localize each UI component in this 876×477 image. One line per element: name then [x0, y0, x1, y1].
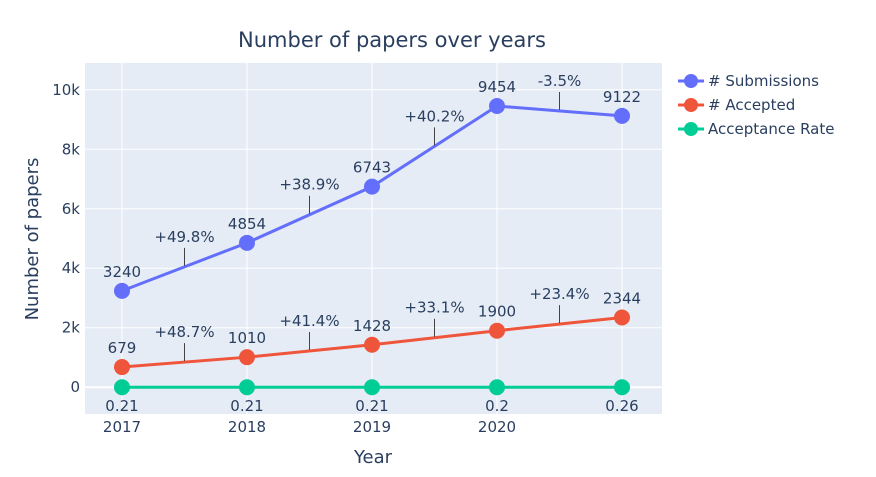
value-label: 1428: [353, 317, 391, 335]
y-tick-label: 6k: [62, 200, 81, 218]
value-label: 0.21: [105, 397, 138, 415]
change-annotation: +48.7%: [154, 323, 214, 341]
legend-marker: [684, 74, 698, 88]
data-point[interactable]: [489, 98, 505, 115]
value-label: 1900: [478, 303, 516, 321]
data-point[interactable]: [114, 359, 130, 376]
change-annotation: -3.5%: [538, 72, 582, 90]
change-annotation: +40.2%: [404, 107, 464, 125]
legend-marker: [684, 98, 698, 112]
change-annotation: +38.9%: [279, 176, 339, 194]
x-tick-label: 2017: [103, 418, 141, 436]
data-point[interactable]: [114, 379, 130, 396]
data-point[interactable]: [239, 379, 255, 396]
x-tick-label: 2019: [353, 418, 391, 436]
value-label: 679: [108, 339, 137, 357]
value-label: 9454: [478, 78, 516, 96]
value-label: 9122: [603, 88, 641, 106]
value-label: 0.21: [230, 397, 263, 415]
value-label: 0.2: [485, 397, 509, 415]
change-annotation: +23.4%: [529, 285, 589, 303]
data-point[interactable]: [489, 322, 505, 339]
change-annotation: +33.1%: [404, 299, 464, 317]
axis-ticks: 0 2k 4k 6k 8k 10k 2017 2018 2019 2020: [52, 81, 516, 436]
data-point[interactable]: [239, 349, 255, 366]
data-point[interactable]: [614, 107, 630, 124]
x-tick-label: 2018: [228, 418, 266, 436]
data-point[interactable]: [114, 282, 130, 299]
value-label: 4854: [228, 215, 266, 233]
value-label: 3240: [103, 263, 141, 281]
data-point[interactable]: [364, 336, 380, 353]
data-point[interactable]: [614, 309, 630, 326]
legend-label[interactable]: # Accepted: [708, 96, 795, 114]
change-annotation: +41.4%: [279, 312, 339, 330]
x-tick-label: 2020: [478, 418, 516, 436]
y-axis-title: Number of papers: [22, 158, 43, 321]
change-annotation: +49.8%: [154, 228, 214, 246]
value-label: 2344: [603, 290, 641, 308]
data-point[interactable]: [239, 234, 255, 251]
y-tick-label: 0: [70, 378, 80, 396]
value-label: 0.26: [605, 397, 638, 415]
x-axis-title: Year: [353, 447, 393, 468]
legend-marker: [684, 122, 698, 136]
y-tick-label: 4k: [62, 259, 81, 277]
value-label: 0.21: [355, 397, 388, 415]
data-point[interactable]: [489, 379, 505, 396]
data-point[interactable]: [364, 379, 380, 396]
y-tick-label: 8k: [62, 140, 81, 158]
data-point[interactable]: [364, 178, 380, 195]
legend-label[interactable]: Acceptance Rate: [708, 120, 834, 138]
plot-background: [85, 63, 662, 414]
legend-label[interactable]: # Submissions: [708, 72, 819, 90]
data-point[interactable]: [614, 379, 630, 396]
legend[interactable]: # Submissions # Accepted Acceptance Rate: [678, 72, 834, 138]
y-tick-label: 10k: [52, 81, 80, 99]
data-labels: 3240 4854 6743 9454 9122 +49.8% +38.9% +40.2% -3…: [103, 72, 641, 415]
chart-title: Number of papers over years: [238, 28, 546, 52]
y-tick-label: 2k: [62, 319, 81, 337]
value-label: 6743: [353, 159, 391, 177]
series-layer: [114, 98, 630, 396]
value-label: 1010: [228, 329, 266, 347]
